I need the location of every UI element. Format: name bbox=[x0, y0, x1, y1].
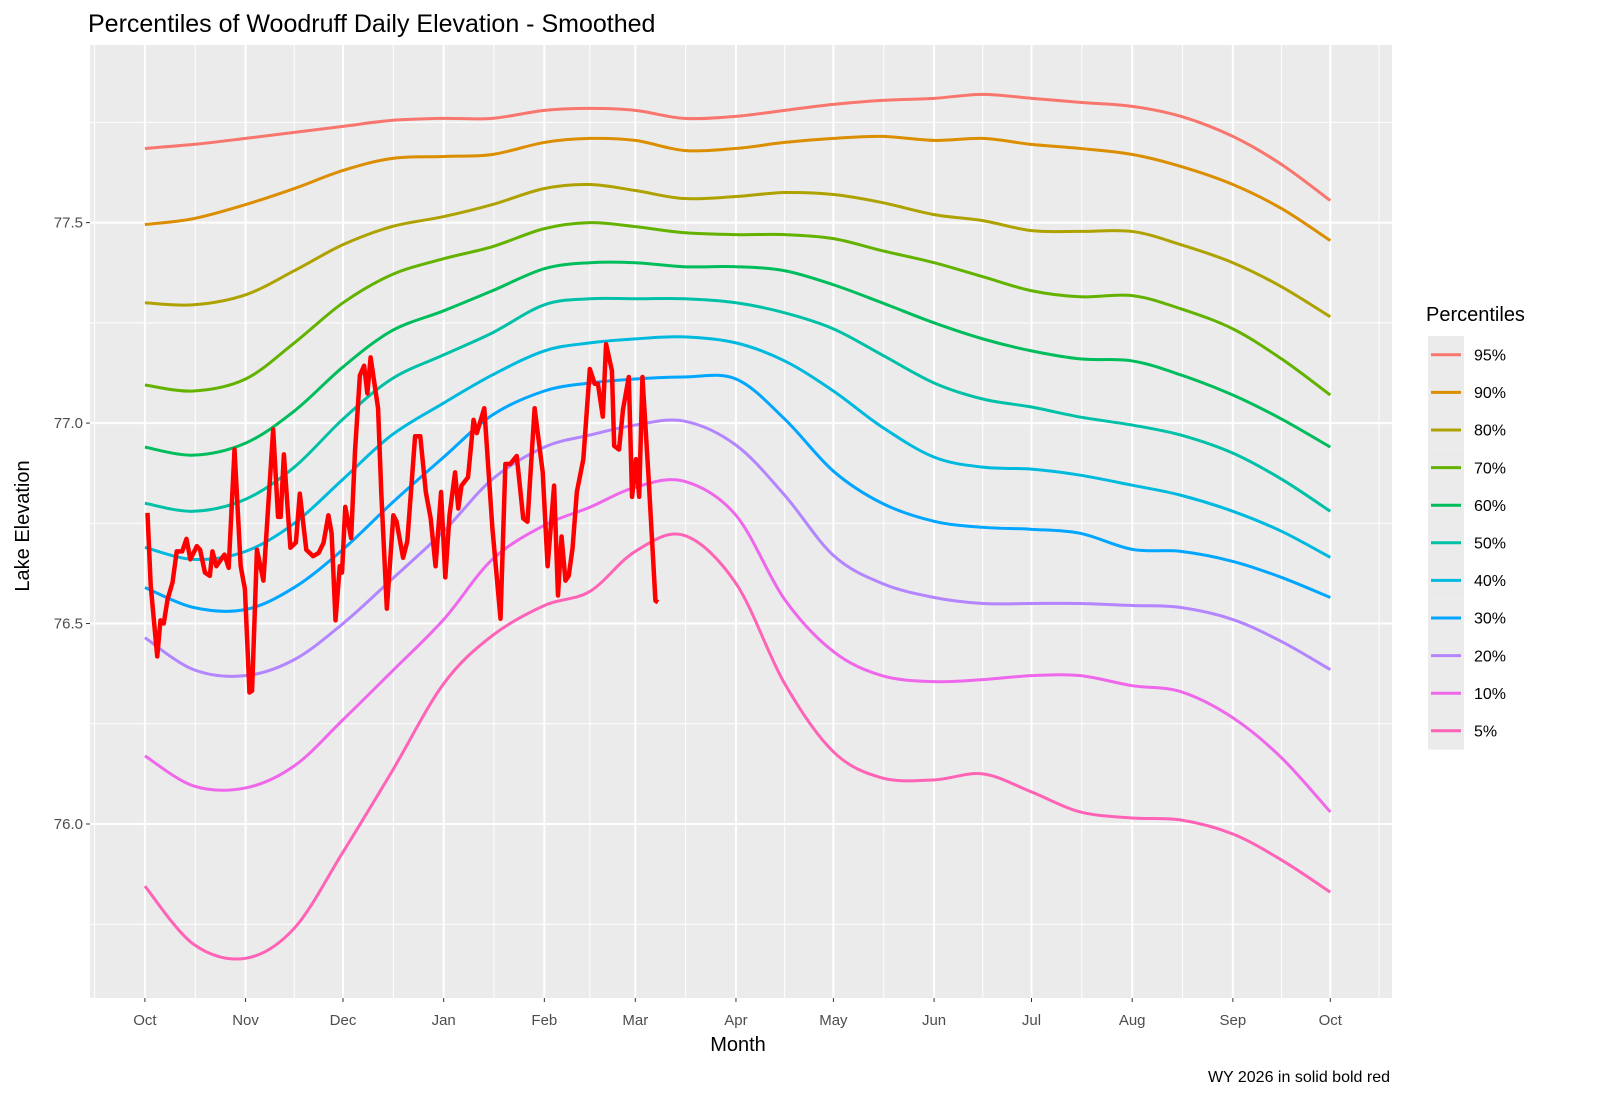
x-tick-label: Apr bbox=[724, 1012, 747, 1029]
x-axis-label: Month bbox=[710, 1034, 766, 1056]
x-tick-label: Mar bbox=[622, 1012, 648, 1029]
x-tick-label: Jun bbox=[922, 1012, 946, 1029]
legend-label: 70% bbox=[1474, 460, 1506, 477]
series-lines bbox=[143, 92, 1332, 961]
percentile-line-10pct bbox=[144, 478, 1332, 813]
legend-title: Percentiles bbox=[1426, 304, 1525, 326]
legend-label: 5% bbox=[1474, 724, 1497, 741]
x-tick-label: Sep bbox=[1220, 1012, 1247, 1029]
current-year-line bbox=[145, 341, 660, 695]
x-tick-label: Jan bbox=[432, 1012, 456, 1029]
percentile-line-60pct bbox=[144, 260, 1332, 457]
percentile-line-40pct bbox=[144, 335, 1331, 561]
x-tick-label: Dec bbox=[330, 1012, 357, 1029]
caption: WY 2026 in solid bold red bbox=[1208, 1069, 1390, 1086]
y-tick-label: 76.5 bbox=[54, 616, 83, 633]
y-tick-label: 77.0 bbox=[54, 415, 83, 432]
legend-label: 80% bbox=[1474, 423, 1506, 440]
y-tick-label: 77.5 bbox=[54, 215, 83, 232]
x-tick-label: Oct bbox=[133, 1012, 157, 1029]
y-tick-label: 76.0 bbox=[54, 816, 83, 833]
y-axis-label: Lake Elevation bbox=[12, 460, 34, 591]
legend-label: 95% bbox=[1474, 348, 1506, 365]
x-tick-label: May bbox=[819, 1012, 848, 1029]
legend-label: 10% bbox=[1474, 686, 1506, 703]
legend-label: 50% bbox=[1474, 536, 1506, 553]
x-tick-label: Oct bbox=[1319, 1012, 1343, 1029]
x-tick-label: Aug bbox=[1119, 1012, 1146, 1029]
x-tick-label: Feb bbox=[531, 1012, 557, 1029]
legend-label: 20% bbox=[1474, 648, 1506, 665]
legend-label: 40% bbox=[1474, 573, 1506, 590]
x-tick-label: Jul bbox=[1022, 1012, 1041, 1029]
chart-title: Percentiles of Woodruff Daily Elevation … bbox=[88, 10, 655, 38]
percentile-line-90pct bbox=[144, 134, 1332, 242]
y-axis: 76.0 76.5 77.0 77.5 bbox=[54, 215, 90, 833]
percentile-line-20pct bbox=[144, 418, 1332, 678]
percentile-line-5pct bbox=[143, 532, 1332, 961]
percentile-line-70pct bbox=[144, 221, 1332, 397]
x-tick-label: Nov bbox=[232, 1012, 259, 1029]
legend-label: 90% bbox=[1474, 385, 1506, 402]
x-axis: Oct Nov Dec Jan Feb Mar Apr May Jun Jul Aug Sep Oct bbox=[133, 998, 1343, 1029]
legend-label: 60% bbox=[1474, 498, 1506, 515]
percentile-line-50pct bbox=[144, 296, 1332, 513]
percentile-line-95pct bbox=[144, 92, 1332, 202]
percentile-line-80pct bbox=[144, 182, 1332, 319]
legend: Percentiles 95% 90% 80% 70% 60% 50% 40% 30% 20% 1… bbox=[1426, 304, 1525, 750]
legend-label: 30% bbox=[1474, 611, 1506, 628]
